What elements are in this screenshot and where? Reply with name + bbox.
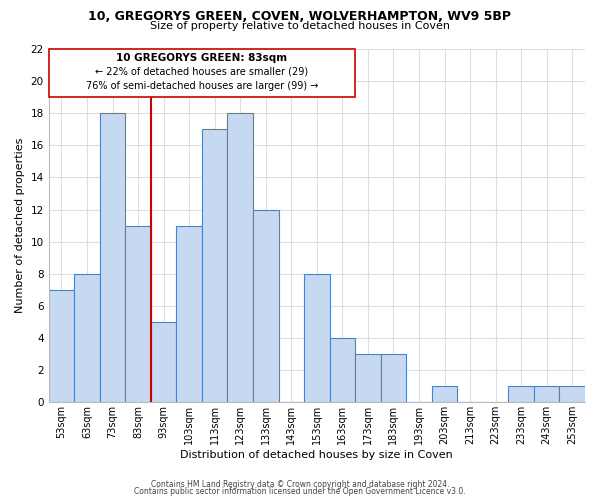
Text: Contains public sector information licensed under the Open Government Licence v3: Contains public sector information licen…: [134, 487, 466, 496]
Bar: [329, 338, 355, 402]
Bar: [432, 386, 457, 402]
Bar: [304, 274, 329, 402]
Text: 76% of semi-detached houses are larger (99) →: 76% of semi-detached houses are larger (…: [86, 81, 318, 91]
Bar: [176, 226, 202, 402]
Bar: [355, 354, 380, 403]
Bar: [380, 354, 406, 403]
Text: Contains HM Land Registry data © Crown copyright and database right 2024.: Contains HM Land Registry data © Crown c…: [151, 480, 449, 489]
Text: ← 22% of detached houses are smaller (29): ← 22% of detached houses are smaller (29…: [95, 66, 308, 76]
Bar: [202, 130, 227, 402]
FancyBboxPatch shape: [49, 49, 355, 97]
Bar: [49, 290, 74, 403]
Bar: [508, 386, 534, 402]
Bar: [227, 113, 253, 403]
Bar: [534, 386, 559, 402]
Text: Size of property relative to detached houses in Coven: Size of property relative to detached ho…: [150, 21, 450, 31]
Bar: [74, 274, 100, 402]
Bar: [253, 210, 278, 402]
Bar: [125, 226, 151, 402]
Bar: [151, 322, 176, 402]
Text: 10 GREGORYS GREEN: 83sqm: 10 GREGORYS GREEN: 83sqm: [116, 53, 287, 63]
Bar: [100, 113, 125, 403]
Text: 10, GREGORYS GREEN, COVEN, WOLVERHAMPTON, WV9 5BP: 10, GREGORYS GREEN, COVEN, WOLVERHAMPTON…: [89, 10, 511, 23]
Y-axis label: Number of detached properties: Number of detached properties: [15, 138, 25, 314]
X-axis label: Distribution of detached houses by size in Coven: Distribution of detached houses by size …: [181, 450, 453, 460]
Bar: [559, 386, 585, 402]
